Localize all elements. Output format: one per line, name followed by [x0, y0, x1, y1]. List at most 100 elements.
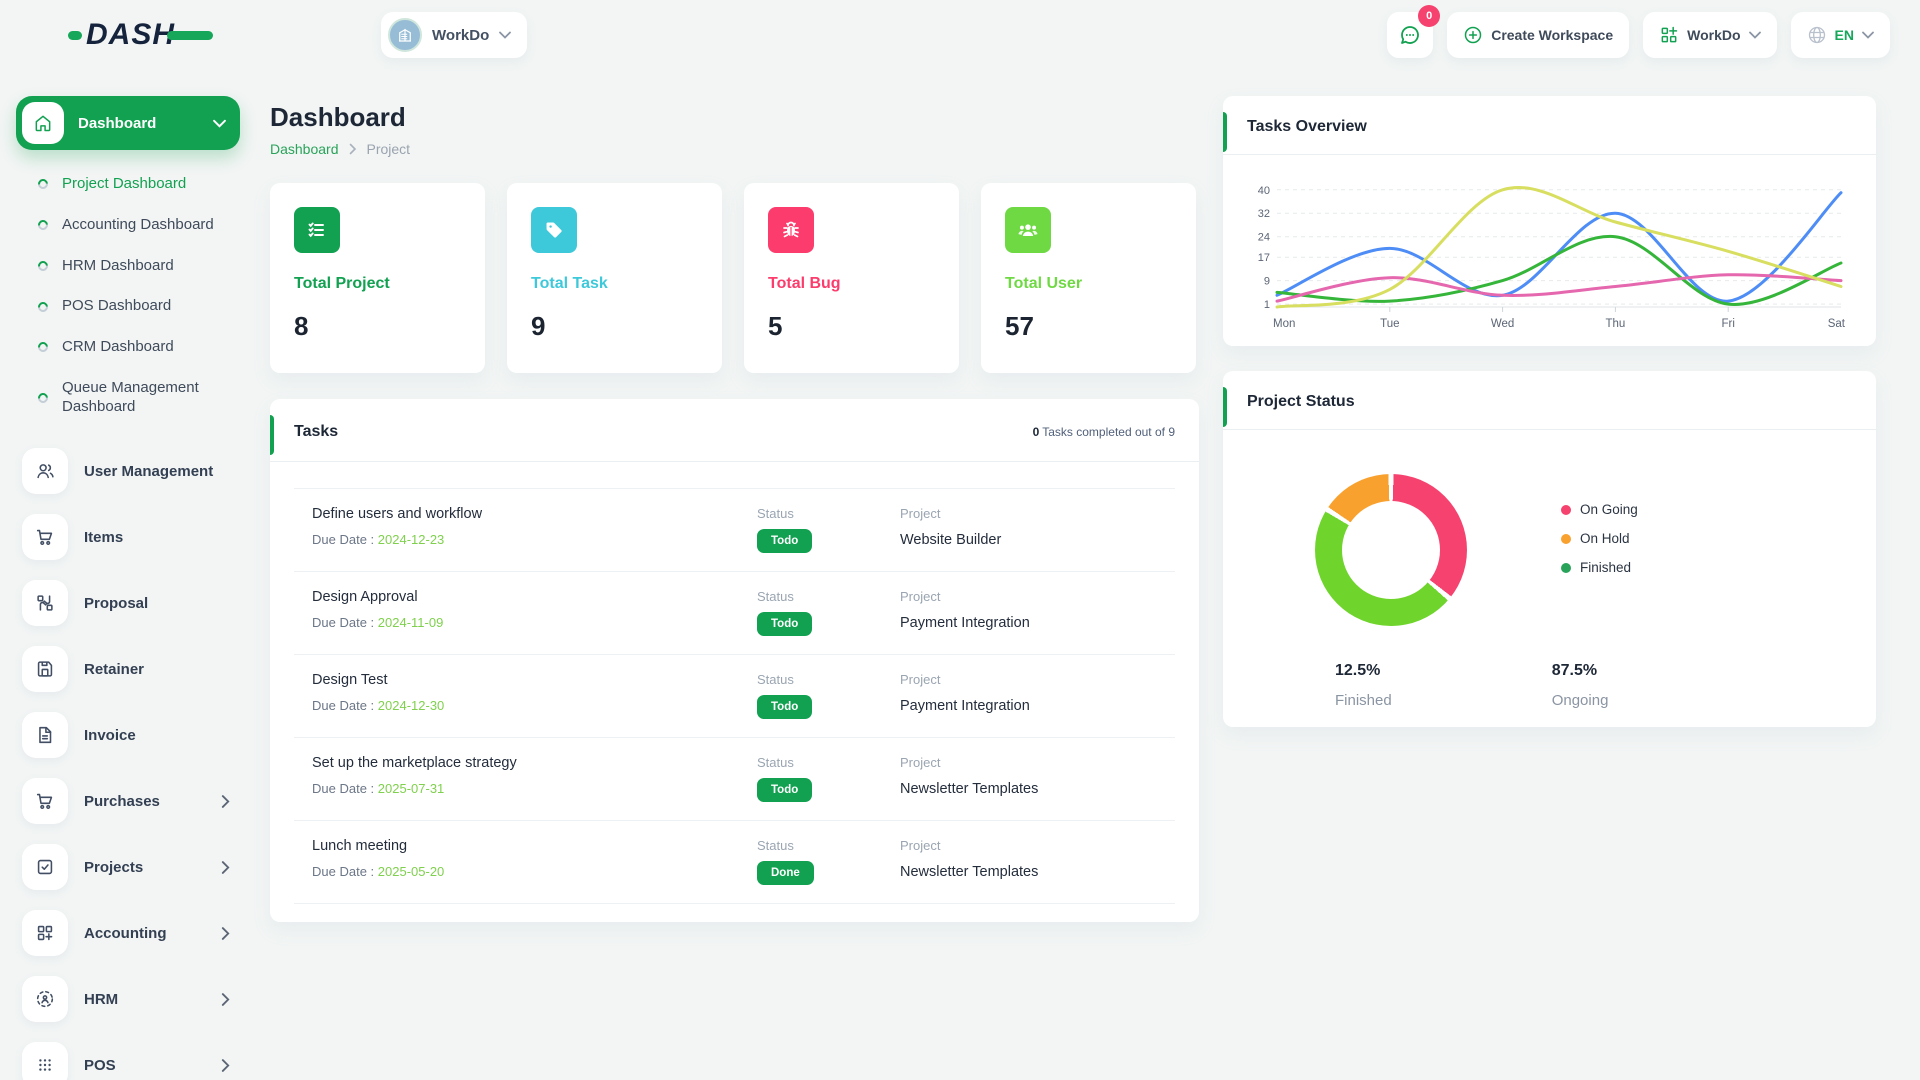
chevron-down-icon — [1862, 31, 1874, 39]
stat-cards: Total Project 8 Total Task 9 — [270, 183, 1199, 373]
task-row: Lunch meeting Due Date : 2025-05-20 Stat… — [294, 821, 1175, 904]
chevron-right-icon — [221, 992, 230, 1006]
plus-circle-icon — [1464, 26, 1482, 44]
page-title: Dashboard — [270, 102, 406, 132]
sub-item-label: Project Dashboard — [62, 175, 187, 192]
legend-item-on-going: On Going — [1561, 502, 1638, 517]
legend-item-on-hold: On Hold — [1561, 531, 1638, 546]
logo-text: DASH — [86, 18, 176, 51]
workspace-menu-button[interactable]: WorkDo — [1643, 12, 1777, 58]
language-selector[interactable]: EN — [1790, 12, 1890, 58]
project-status-stats: 12.5% Finished 87.5% Ongoing — [1223, 626, 1876, 709]
tasks-overview-card: Tasks Overview 1 9 17 24 32 40 Mon Tue Wed Thu Fri… — [1223, 96, 1876, 346]
create-workspace-label: Create Workspace — [1491, 27, 1614, 43]
sidebar-item-proposal[interactable]: Proposal — [16, 575, 240, 631]
project-column-label: Project — [900, 589, 941, 604]
task-project-name: Website Builder — [900, 532, 1002, 548]
dashboard-submenu: Project Dashboard Accounting Dashboard H… — [16, 150, 240, 433]
bullet-icon — [35, 218, 51, 233]
sidebar-item-purchases[interactable]: Purchases — [16, 773, 240, 829]
project-column-label: Project — [900, 506, 941, 521]
building-icon — [399, 28, 412, 42]
project-status-title: Project Status — [1223, 371, 1876, 430]
task-due-date: Due Date : 2025-05-20 — [312, 864, 445, 879]
sub-item-label: HRM Dashboard — [62, 256, 174, 274]
status-column-label: Status — [757, 506, 794, 521]
sub-item-label: Accounting Dashboard — [62, 215, 214, 233]
bug-icon — [768, 207, 814, 253]
nav-item-label: Proposal — [84, 594, 149, 612]
card-accent-bar — [1223, 387, 1227, 427]
nav-item-label: Accounting — [84, 924, 167, 942]
task-row: Define users and workflow Due Date : 202… — [294, 488, 1175, 572]
card-accent-bar — [270, 415, 274, 455]
stat-value: 5 — [768, 311, 783, 341]
messages-button[interactable]: 0 — [1387, 5, 1441, 58]
sidebar-item-pos-dashboard[interactable]: POS Dashboard — [16, 286, 240, 327]
sidebar: Dashboard Project Dashboard Accounting D… — [0, 70, 248, 1080]
status-column-label: Status — [757, 755, 794, 770]
legend-dot — [1561, 562, 1571, 573]
sidebar-item-hrm-dashboard[interactable]: HRM Dashboard — [16, 246, 240, 287]
sidebar-item-items[interactable]: Items — [16, 509, 240, 565]
task-title: Set up the marketplace strategy — [312, 755, 517, 771]
nav-item-label: Items — [84, 528, 124, 546]
stat-label: Total Task — [531, 275, 608, 292]
bullet-icon — [35, 340, 51, 355]
sidebar-item-invoice[interactable]: Invoice — [16, 707, 240, 763]
nav-item-label: Retainer — [84, 660, 145, 678]
task-row: Design Test Due Date : 2024-12-30 Status… — [294, 655, 1175, 738]
status-column-label: Status — [757, 589, 794, 604]
stat-card-total-bug: Total Bug 5 — [744, 183, 959, 373]
nav-item-label: HRM — [84, 990, 119, 1008]
sidebar-item-dashboard[interactable]: Dashboard — [16, 96, 240, 150]
top-bar: DASH WorkDo 0 — [0, 0, 1920, 70]
legend-label: Finished — [1580, 560, 1632, 575]
create-workspace-button[interactable]: Create Workspace — [1447, 12, 1630, 58]
sidebar-item-crm-dashboard[interactable]: CRM Dashboard — [16, 327, 240, 368]
card-accent-bar — [1223, 112, 1227, 152]
tag-icon — [531, 207, 577, 253]
nav-item-label: Projects — [84, 858, 144, 876]
right-column: Tasks Overview 1 9 17 24 32 40 Mon Tue Wed Thu Fri… — [1223, 70, 1876, 727]
stat-percentage: 87.5% — [1551, 662, 1598, 679]
workspace-selector[interactable]: WorkDo — [381, 12, 528, 58]
sidebar-item-hrm[interactable]: HRM — [16, 971, 240, 1027]
legend-dot — [1561, 533, 1571, 544]
breadcrumb-dashboard-link[interactable]: Dashboard — [270, 141, 339, 157]
sidebar-item-projects[interactable]: Projects — [16, 839, 240, 895]
svg-text:Mon: Mon — [1273, 318, 1295, 330]
chevron-right-icon — [221, 860, 230, 874]
task-title: Design Approval — [312, 589, 418, 605]
legend-label: On Going — [1580, 502, 1638, 517]
sidebar-item-pos[interactable]: POS — [16, 1037, 240, 1080]
stat-value: 9 — [531, 311, 546, 341]
home-icon — [22, 102, 64, 144]
grid-plus-outline-icon — [22, 910, 68, 957]
svg-text:Sat: Sat — [1828, 318, 1846, 330]
task-project-name: Newsletter Templates — [900, 864, 1039, 880]
dots-grid-icon — [22, 1042, 68, 1080]
sidebar-item-retainer[interactable]: Retainer — [16, 641, 240, 697]
breadcrumb: Dashboard Project — [270, 141, 1199, 157]
users-outline-icon — [22, 448, 68, 495]
bullet-icon — [35, 299, 51, 314]
svg-text:Wed: Wed — [1491, 318, 1514, 330]
logo-dash-icon — [68, 30, 82, 40]
tasks-summary-count: 0 — [1032, 425, 1040, 439]
status-badge: Todo — [757, 695, 813, 719]
sidebar-item-queue-management-dashboard[interactable]: Queue Management Dashboard — [16, 368, 231, 428]
sidebar-item-user-management[interactable]: User Management — [16, 443, 240, 499]
floppy-icon — [22, 646, 68, 693]
legend-label: On Hold — [1580, 531, 1630, 546]
tasks-list: Define users and workflow Due Date : 202… — [270, 462, 1199, 904]
svg-text:1: 1 — [1264, 299, 1270, 311]
tasks-overview-chart: 1 9 17 24 32 40 Mon Tue Wed Thu Fri Sat — [1223, 155, 1876, 344]
language-code: EN — [1834, 27, 1854, 43]
messages-badge: 0 — [1418, 5, 1441, 27]
svg-text:32: 32 — [1258, 208, 1270, 220]
sidebar-item-accounting[interactable]: Accounting — [16, 905, 240, 961]
sidebar-item-project-dashboard[interactable]: Project Dashboard — [16, 164, 240, 205]
sidebar-item-accounting-dashboard[interactable]: Accounting Dashboard — [16, 205, 240, 246]
nav-item-label: User Management — [84, 462, 214, 480]
